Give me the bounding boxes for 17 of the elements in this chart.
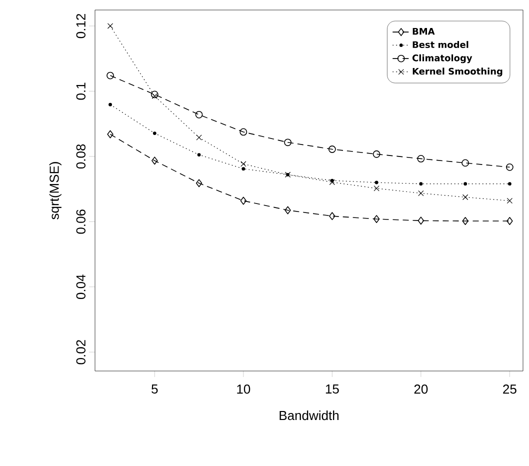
y-tick-label: 0.06 (76, 210, 86, 234)
y-tick-label: 0.1 (76, 82, 86, 100)
y-tick-label: 0.12 (76, 14, 86, 38)
legend-label: Climatology (412, 54, 472, 64)
y-tick-label: 0.02 (76, 340, 86, 364)
legend-label: Best model (412, 41, 468, 48)
y-tick-label: 0.08 (76, 144, 86, 169)
x-axis-title: Bandwidth (280, 410, 339, 420)
x-tick-label: 20 (414, 384, 428, 394)
x-tick-label: 10 (237, 384, 250, 394)
y-tick-label: 0.04 (76, 274, 86, 299)
x-tick-label: 25 (503, 384, 516, 394)
legend-label: Kernel Smoothing (412, 68, 502, 76)
y-axis-title: sqrt(MSE) (49, 162, 62, 220)
x-tick-label: 5 (152, 384, 158, 394)
x-tick-label: 15 (326, 384, 339, 394)
legend-label: BMA (412, 28, 435, 35)
